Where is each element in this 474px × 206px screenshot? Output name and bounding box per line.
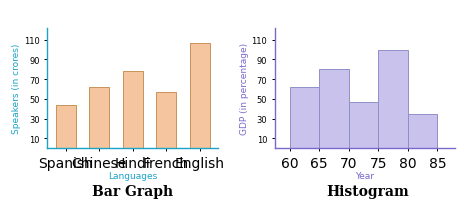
Bar <box>190 43 210 148</box>
X-axis label: Year: Year <box>356 171 374 180</box>
Bar <box>123 72 143 148</box>
Bar <box>349 102 378 148</box>
Text: Histogram: Histogram <box>326 184 409 198</box>
Bar <box>290 88 319 148</box>
Bar <box>408 114 438 148</box>
Bar <box>89 88 109 148</box>
Y-axis label: Speakers (in crores): Speakers (in crores) <box>12 44 21 133</box>
X-axis label: Languages: Languages <box>108 171 157 180</box>
Y-axis label: GDP (in percentage): GDP (in percentage) <box>240 43 249 135</box>
Bar <box>56 105 76 148</box>
Text: Bar Graph: Bar Graph <box>92 184 173 198</box>
Bar <box>156 92 176 148</box>
Bar <box>378 50 408 148</box>
Bar <box>319 70 349 148</box>
